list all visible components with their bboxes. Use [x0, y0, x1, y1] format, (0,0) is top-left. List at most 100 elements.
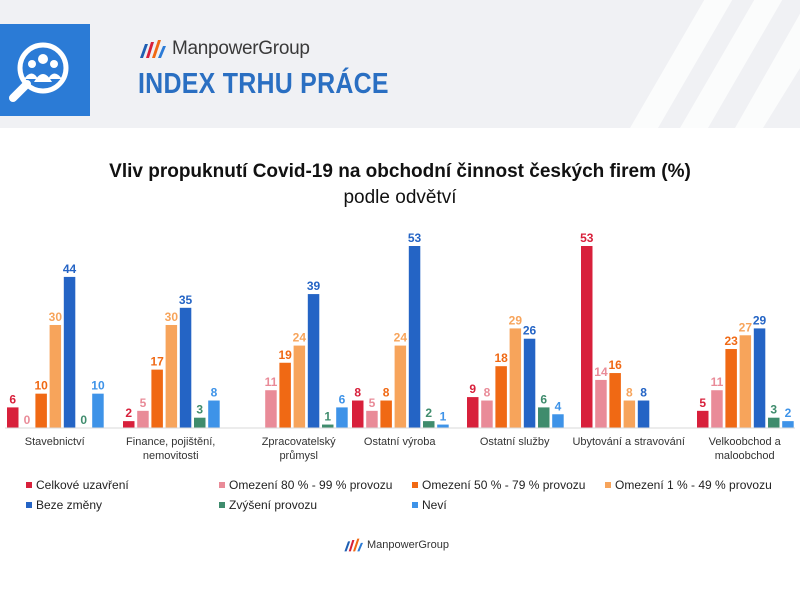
bar — [7, 407, 19, 428]
chart-subtitle: podle odvětví — [343, 187, 457, 208]
data-label: 2 — [785, 406, 792, 420]
data-label: 26 — [523, 324, 537, 338]
bar — [194, 417, 206, 428]
bar — [307, 294, 320, 428]
manpowergroup-footer-icon — [344, 538, 363, 552]
bar — [179, 307, 192, 428]
bar — [408, 246, 421, 428]
data-label: 35 — [179, 293, 193, 307]
data-label: 27 — [739, 320, 753, 334]
bar — [609, 373, 621, 428]
data-label: 44 — [63, 262, 77, 276]
data-label: 16 — [608, 358, 622, 372]
bar — [423, 421, 435, 428]
data-label: 11 — [711, 375, 724, 389]
bar — [380, 400, 392, 428]
data-label: 29 — [753, 313, 767, 327]
data-label: 23 — [724, 334, 738, 348]
bar — [753, 328, 766, 428]
bar — [265, 390, 277, 428]
data-label: 0 — [24, 413, 31, 427]
x-tick-label: průmysl — [279, 450, 318, 462]
bar — [322, 424, 334, 428]
data-label: 11 — [265, 375, 278, 389]
x-tick-label: Ubytování a stravování — [572, 436, 685, 448]
bar — [739, 335, 752, 428]
data-label: 39 — [307, 279, 321, 293]
bar — [394, 345, 407, 428]
data-label: 1 — [324, 410, 331, 424]
people-search-icon — [0, 24, 90, 116]
footer-brand-name: ManpowerGroup — [367, 539, 449, 551]
bar — [637, 400, 650, 428]
bar — [49, 324, 62, 428]
bar — [208, 400, 220, 428]
data-label: 1 — [440, 410, 447, 424]
bar — [768, 417, 780, 428]
bar — [352, 400, 364, 428]
manpowergroup-logo: ManpowerGroup — [138, 38, 310, 60]
data-label: 19 — [278, 348, 292, 362]
x-tick-label: Stavebnictví — [25, 436, 85, 448]
data-label: 5 — [140, 396, 147, 410]
data-label: 53 — [408, 231, 422, 245]
bar — [336, 407, 348, 428]
data-label: 3 — [196, 403, 203, 417]
data-label: 8 — [484, 386, 491, 400]
data-label: 9 — [469, 382, 476, 396]
bar — [165, 324, 178, 428]
manpowergroup-logo-icon — [140, 40, 166, 58]
bar — [623, 400, 636, 428]
data-label: 29 — [509, 313, 523, 327]
x-tick-label: Finance, pojištění, — [126, 436, 215, 448]
x-tick-label: Zpracovatelský — [262, 436, 336, 448]
data-label: 2 — [425, 406, 432, 420]
bar — [725, 349, 737, 428]
bar — [697, 410, 709, 428]
x-tick-label: maloobchod — [715, 450, 775, 462]
data-label: 5 — [369, 396, 376, 410]
data-label: 6 — [339, 392, 346, 406]
data-label: 6 — [540, 392, 547, 406]
bar — [63, 276, 76, 428]
data-label: 14 — [594, 365, 608, 379]
bar — [366, 410, 378, 428]
bar — [35, 393, 47, 428]
x-tick-label: Ostatní služby — [480, 436, 550, 448]
bar — [595, 379, 607, 428]
bar — [552, 414, 564, 428]
data-label: 17 — [150, 355, 164, 369]
decorative-stripes — [630, 0, 800, 128]
data-label: 5 — [699, 396, 706, 410]
data-label: 8 — [383, 386, 390, 400]
x-tick-label: nemovitosti — [143, 450, 199, 462]
data-label: 4 — [555, 399, 562, 413]
x-tick-label: Ostatní výroba — [364, 436, 436, 448]
bar — [581, 246, 593, 428]
bar — [92, 393, 104, 428]
banner-title: INDEX TRHU PRÁCE — [138, 68, 389, 100]
bar — [137, 410, 149, 428]
data-label: 30 — [165, 310, 179, 324]
bar — [279, 362, 291, 428]
brand-name: ManpowerGroup — [172, 38, 310, 59]
bar — [509, 328, 522, 428]
data-label: 8 — [640, 386, 647, 400]
x-tick-label: Velkoobchod a — [709, 436, 782, 448]
data-label: 18 — [494, 351, 508, 365]
data-label: 3 — [770, 403, 777, 417]
bar — [523, 338, 536, 428]
data-label: 10 — [34, 379, 48, 393]
data-label: 8 — [626, 386, 633, 400]
data-label: 24 — [394, 331, 408, 345]
header-banner: ManpowerGroup INDEX TRHU PRÁCE — [0, 0, 800, 128]
data-label: 8 — [354, 386, 361, 400]
data-label: 8 — [211, 386, 218, 400]
bar — [293, 345, 306, 428]
footer-logo: ManpowerGroup — [343, 537, 449, 553]
data-label: 6 — [9, 392, 16, 406]
data-label: 2 — [125, 406, 132, 420]
bar — [782, 421, 794, 428]
data-label: 10 — [91, 379, 105, 393]
